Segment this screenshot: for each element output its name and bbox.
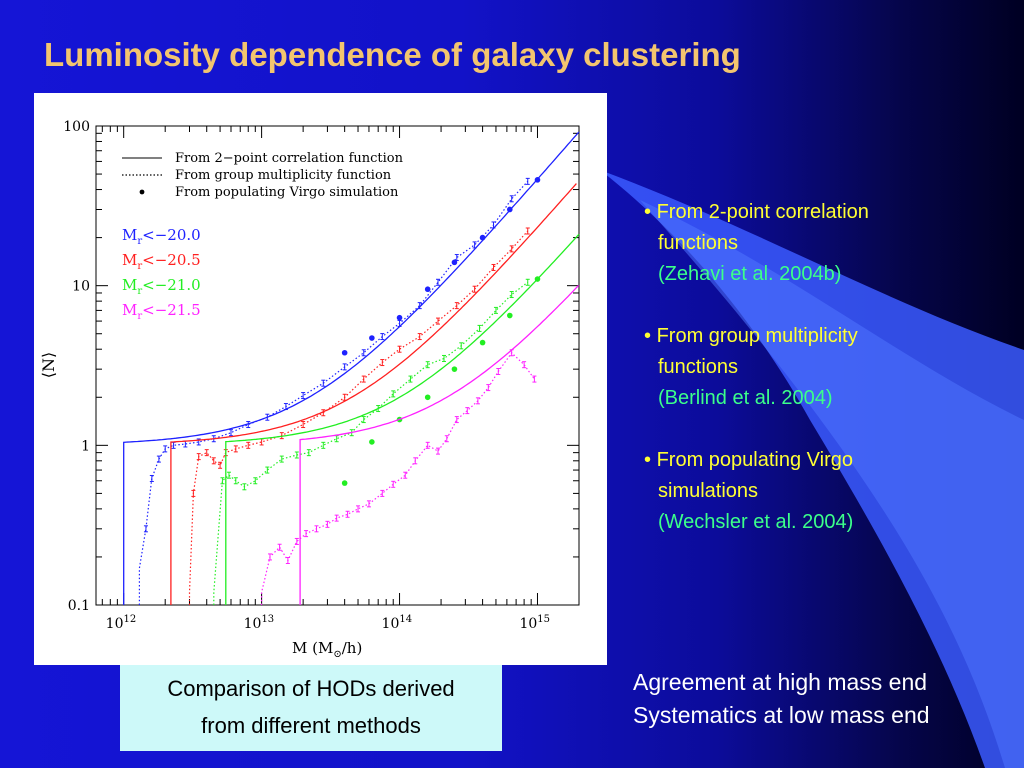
bullet-text: From 2-point correlation — [656, 201, 869, 223]
legend-label: From group multiplicity function — [175, 168, 392, 183]
bullet-continuation: functions — [658, 356, 739, 378]
legend-label: From populating Virgo simulation — [175, 185, 399, 200]
y-axis-label: ⟨N⟩ — [39, 352, 58, 378]
series-legend-label: Mr<−20.5 — [122, 251, 201, 272]
bullet-item: • From populating Virgo simulations (Wec… — [644, 445, 964, 538]
bullet-marker: • — [644, 449, 652, 471]
virgo-point — [534, 276, 541, 282]
plot-frame — [95, 125, 580, 606]
y-tick-label: 0.1 — [68, 598, 90, 614]
x-axis-label: M (M⊙/h) — [292, 639, 362, 660]
virgo-point — [369, 439, 375, 445]
summary-line-2: Systematics at low mass end — [633, 702, 930, 728]
caption-line-2: from different methods — [201, 713, 421, 738]
virgo-point — [451, 259, 458, 266]
y-tick-label: 1 — [81, 438, 90, 454]
bullet-text: From group multiplicity — [656, 325, 858, 347]
virgo-point — [424, 286, 431, 293]
virgo-point — [451, 366, 458, 372]
summary-line-1: Agreement at high mass end — [633, 669, 928, 695]
bullet-reference: (Zehavi et al. 2004b) — [658, 263, 842, 285]
summary-text: Agreement at high mass end Systematics a… — [633, 666, 930, 732]
x-tick-base: 10 — [519, 616, 537, 632]
virgo-point — [341, 480, 348, 486]
corr-model-line — [170, 183, 577, 605]
virgo-point — [369, 335, 375, 341]
x-tick-base: 10 — [106, 616, 124, 632]
caption-box: Comparison of HODs derived from differen… — [120, 665, 502, 751]
x-tick-exponent: 15 — [537, 614, 550, 625]
x-tick-exponent: 14 — [399, 614, 412, 625]
virgo-point — [479, 234, 486, 241]
series-legend-part: <−21.0 — [142, 276, 201, 294]
series-legend-part: <−20.5 — [142, 251, 201, 269]
virgo-point — [534, 177, 541, 183]
group-multiplicity-line — [138, 180, 529, 605]
virgo-point — [507, 206, 513, 213]
bullet-marker: • — [644, 325, 652, 347]
x-tick-base: 10 — [382, 616, 400, 632]
x-axis-label-part: M (M — [292, 639, 333, 657]
x-tick-exponent: 12 — [124, 614, 137, 625]
x-tick-label: 1012 — [106, 614, 137, 632]
bullet-continuation: simulations — [658, 480, 759, 502]
series-legend-part: r — [137, 311, 142, 322]
bullet-marker: • — [644, 201, 652, 223]
method-bullets: • From 2-point correlation functions (Ze… — [644, 197, 964, 569]
virgo-point — [396, 314, 403, 321]
bullet-item: • From 2-point correlation functions (Ze… — [644, 197, 964, 290]
x-axis-label-part: ⊙ — [333, 649, 341, 660]
bullet-continuation: functions — [658, 232, 739, 254]
corr-model-line — [225, 233, 580, 605]
virgo-point — [341, 349, 348, 356]
series-legend-label: Mr<−20.0 — [122, 226, 201, 247]
series-legend-label: Mr<−21.5 — [122, 301, 201, 322]
x-axis-label-part: /h) — [342, 639, 363, 657]
legend-dot-sample — [139, 189, 145, 195]
hod-plot: 1012 1013 1014 1015 0.1 1 10 100 M (M⊙/h) ⟨N⟩ From… — [34, 93, 607, 665]
legend-label: From 2−point correlation function — [175, 151, 404, 166]
series-legend-part: r — [137, 261, 142, 272]
slide-title: Luminosity dependence of galaxy clusteri… — [44, 36, 741, 73]
x-tick-exponent: 13 — [261, 614, 274, 625]
series-legend-part: M — [122, 301, 137, 319]
bullet-reference: (Wechsler et al. 2004) — [658, 511, 854, 533]
series-legend-part: M — [122, 276, 137, 294]
y-tick-label: 100 — [63, 119, 90, 135]
bullet-reference: (Berlind et al. 2004) — [658, 387, 833, 409]
series-legend-part: M — [122, 251, 137, 269]
x-tick-label: 1013 — [244, 614, 275, 632]
series-legend-part: M — [122, 226, 137, 244]
x-tick-label: 1015 — [519, 614, 550, 632]
virgo-point — [479, 339, 486, 346]
bullet-text: From populating Virgo — [656, 449, 853, 471]
y-tick-label: 10 — [72, 279, 90, 295]
virgo-point — [507, 312, 513, 319]
series-legend-part: <−21.5 — [142, 301, 201, 319]
x-tick-base: 10 — [244, 616, 262, 632]
bullet-item: • From group multiplicity functions (Ber… — [644, 321, 964, 414]
series-legend-part: <−20.0 — [142, 226, 201, 244]
virgo-point — [424, 394, 431, 401]
caption-line-1: Comparison of HODs derived — [167, 676, 455, 701]
series-legend-label: Mr<−21.0 — [122, 276, 201, 297]
group-multiplicity-line — [261, 351, 535, 605]
group-multiplicity-line — [188, 230, 529, 605]
corr-model-line — [123, 131, 580, 605]
corr-model-line — [299, 284, 580, 605]
x-tick-label: 1014 — [382, 614, 413, 632]
series-legend-part: r — [137, 286, 142, 297]
series-legend-part: r — [137, 236, 142, 247]
